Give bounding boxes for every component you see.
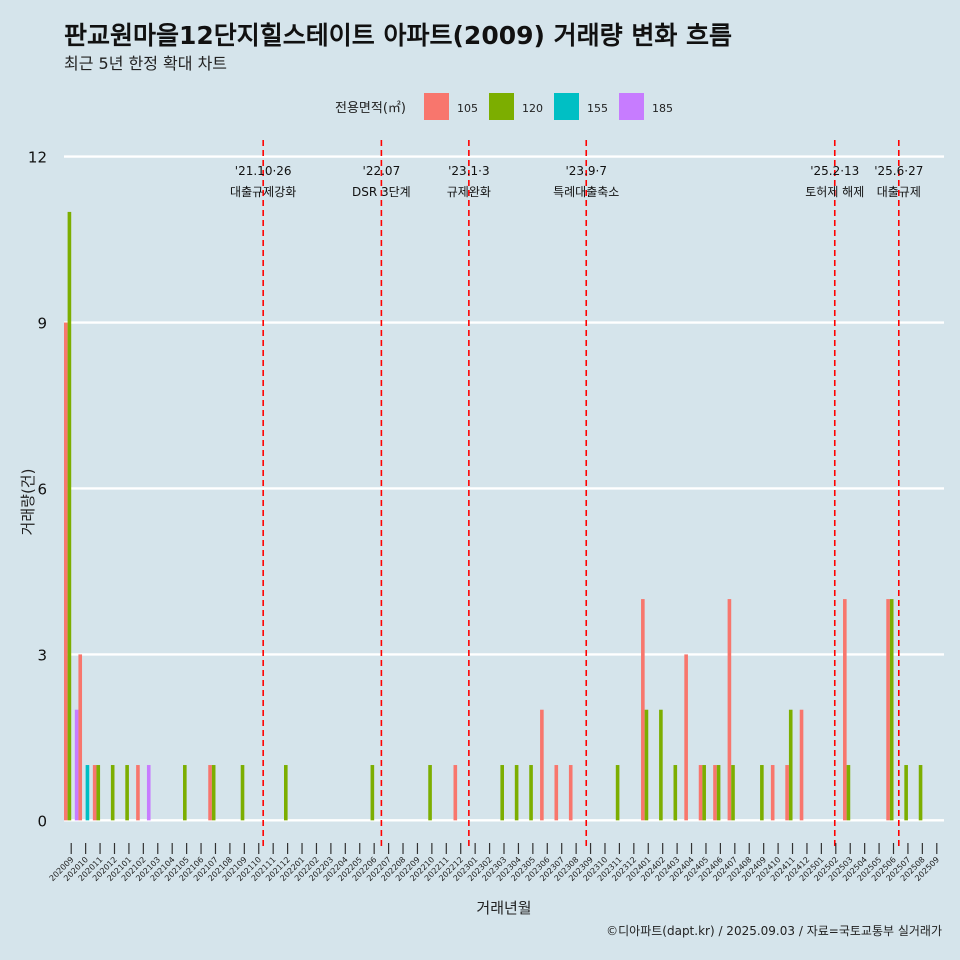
bar-202506-120 — [889, 599, 894, 821]
bar-202010-155 — [85, 765, 90, 821]
caption: ©디아파트(dapt.kr) / 2025.09.03 / 자료=국토교통부 실… — [606, 924, 942, 938]
annotation-date-5: '25.6·27 — [874, 164, 923, 178]
legend-title: 전용면적(㎡) — [335, 101, 406, 116]
bar-202411-105 — [785, 765, 789, 821]
legend: 전용면적(㎡) 105 120 155 185 — [335, 93, 673, 120]
bar-202107-120 — [211, 765, 216, 821]
annotation-date-4: '25.2·13 — [810, 164, 859, 178]
annotation-date-3: '23.9·7 — [565, 164, 606, 178]
y-tick-label-6: 6 — [37, 480, 47, 498]
bar-202109-120 — [240, 765, 245, 821]
bar-202503-105 — [843, 599, 847, 821]
x-axis-title: 거래년월 — [476, 899, 531, 917]
bar-202403-120 — [673, 765, 678, 821]
bars — [64, 211, 923, 821]
legend-swatch-105 — [424, 93, 449, 120]
gridlines — [64, 155, 944, 822]
legend-swatch-120 — [489, 93, 514, 120]
event-annotations: '21.10·26 대출규제강화 '22.07 DSR 3단계 '23.1·3 규제완화 '… — [230, 140, 923, 848]
annotation-label-5: 대출규제 — [877, 185, 921, 199]
bar-202506-105 — [886, 599, 890, 821]
bar-202009-105 — [64, 322, 68, 821]
bar-202306-105 — [540, 709, 544, 821]
bar-202401-105 — [641, 599, 645, 821]
bar-202405-105 — [698, 765, 703, 821]
annotation-label-2: 규제완화 — [447, 185, 491, 199]
chart-title: 판교원마을12단지힐스테이트 아파트(2009) 거래량 변화 흐름 — [64, 21, 732, 50]
bar-202009-185 — [74, 709, 79, 821]
legend-label-155: 155 — [587, 102, 608, 115]
bar-202101-120 — [125, 765, 129, 821]
bar-202409-120 — [760, 765, 764, 821]
bar-202406-120 — [716, 765, 721, 821]
bar-202308-105 — [568, 765, 573, 821]
y-tick-label-9: 9 — [37, 315, 47, 333]
bar-202112-120 — [284, 765, 288, 821]
annotation-date-0: '21.10·26 — [235, 164, 292, 178]
y-tick-label-12: 12 — [28, 149, 47, 167]
chart-subtitle: 최근 5년 한정 확대 차트 — [64, 54, 227, 73]
bar-202307-105 — [554, 765, 559, 821]
bar-202206-120 — [370, 765, 375, 821]
bar-202412-105 — [799, 709, 804, 821]
bar-202010-105 — [78, 654, 83, 821]
bar-202210-120 — [428, 765, 432, 821]
bar-202406-105 — [713, 765, 717, 821]
legend-label-185: 185 — [652, 102, 673, 115]
bar-202402-120 — [659, 709, 663, 821]
bar-202407-120 — [731, 765, 735, 821]
bar-202102-105 — [136, 765, 140, 821]
bar-202503-120 — [846, 765, 851, 821]
annotation-label-3: 특례대출축소 — [553, 185, 619, 199]
bar-202012-120 — [110, 765, 115, 821]
bar-202011-120 — [96, 765, 101, 821]
x-axis: 2020092020102020112020122021012021022021… — [48, 843, 941, 883]
bar-202404-105 — [684, 654, 688, 821]
bar-202405-120 — [702, 765, 706, 821]
bar-202105-120 — [183, 765, 187, 821]
bar-202303-120 — [500, 765, 504, 821]
bar-202107-105 — [208, 765, 212, 821]
bar-202011-105 — [92, 765, 97, 821]
bar-202411-120 — [788, 709, 793, 821]
legend-swatch-185 — [619, 93, 644, 120]
bar-202009-120 — [67, 211, 72, 821]
bar-202212-105 — [453, 765, 458, 821]
bar-202508-120 — [918, 765, 923, 821]
bar-202410-105 — [770, 765, 775, 821]
y-tick-label-0: 0 — [37, 812, 47, 830]
annotation-date-1: '22.07 — [363, 164, 401, 178]
annotation-label-1: DSR 3단계 — [352, 185, 411, 199]
bar-202507-120 — [904, 765, 908, 821]
annotation-date-2: '23.1·3 — [448, 164, 489, 178]
legend-label-105: 105 — [457, 102, 478, 115]
legend-label-120: 120 — [522, 102, 543, 115]
legend-items: 105 120 155 185 — [424, 93, 673, 120]
bar-202305-120 — [529, 765, 533, 821]
bar-202407-105 — [727, 599, 732, 821]
y-tick-label-3: 3 — [37, 646, 47, 664]
annotation-label-0: 대출규제강화 — [230, 185, 296, 199]
bar-202401-120 — [644, 709, 649, 821]
bar-202311-120 — [615, 765, 620, 821]
bar-202304-120 — [514, 765, 519, 821]
y-axis-title: 거래량(건) — [19, 469, 37, 536]
bar-202102-185 — [146, 765, 151, 821]
legend-swatch-155 — [554, 93, 579, 120]
annotation-label-4: 토허제 해제 — [805, 185, 864, 199]
y-axis-ticks: 0 3 6 9 12 — [28, 149, 47, 831]
